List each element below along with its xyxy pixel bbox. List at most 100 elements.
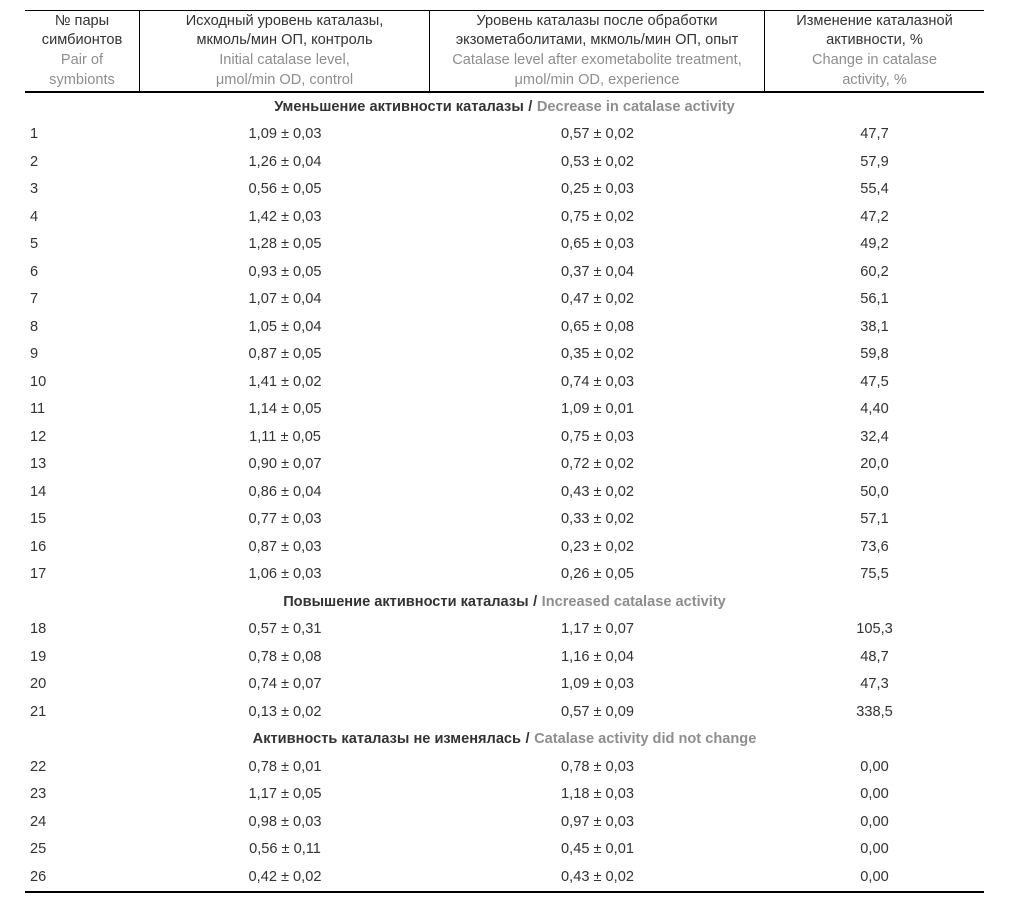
control-value-cell: 0,93 ± 0,05 bbox=[248, 263, 322, 280]
control-value-cell: 0,87 ± 0,05 bbox=[248, 346, 322, 363]
table-row: 25 0,56 ± 0,11 0,45 ± 0,01 0,00 bbox=[25, 836, 984, 864]
experiment-value-cell: 0,26 ± 0,05 bbox=[561, 566, 634, 583]
control-value-cell: 0,78 ± 0,08 bbox=[248, 648, 322, 665]
column-header-pair-number: № пары симбионтов Pair of symbionts bbox=[25, 11, 140, 91]
experiment-value-cell: 1,17 ± 0,07 bbox=[561, 621, 634, 638]
control-value-cell: 1,06 ± 0,03 bbox=[248, 566, 322, 583]
change-percent-cell: 75,5 bbox=[860, 566, 889, 583]
column-header-change-percent: Изменение каталазной активности, % Chang… bbox=[765, 11, 984, 91]
control-value-cell: 1,07 ± 0,04 bbox=[248, 291, 322, 308]
pair-number-cell: 1 bbox=[30, 126, 39, 143]
control-value-cell: 0,87 ± 0,03 bbox=[248, 538, 322, 555]
change-percent-cell: 57,1 bbox=[860, 511, 889, 528]
pair-number-cell: 22 bbox=[30, 758, 47, 775]
change-percent-cell: 47,2 bbox=[860, 208, 889, 225]
experiment-value-cell: 0,37 ± 0,04 bbox=[561, 263, 634, 280]
control-value-cell: 1,41 ± 0,02 bbox=[248, 373, 322, 390]
header-ru-line: № пары bbox=[54, 12, 110, 29]
change-percent-cell: 48,7 bbox=[860, 648, 889, 665]
change-percent-cell: 57,9 bbox=[860, 153, 889, 170]
section-header-increase: Повышение активности каталазы / Increased … bbox=[25, 588, 984, 616]
experiment-value-cell: 0,75 ± 0,02 bbox=[561, 208, 634, 225]
table-row: 19 0,78 ± 0,08 1,16 ± 0,04 48,7 bbox=[25, 643, 984, 671]
control-value-cell: 1,28 ± 0,05 bbox=[248, 236, 322, 253]
header-ru-line: активности, % bbox=[826, 32, 923, 49]
control-value-cell: 0,86 ± 0,04 bbox=[248, 483, 322, 500]
section-title-en: Increased catalase activity bbox=[541, 593, 726, 610]
change-percent-cell: 0,00 bbox=[860, 786, 889, 803]
table-row: 4 1,42 ± 0,03 0,75 ± 0,02 47,2 bbox=[25, 203, 984, 231]
change-percent-cell: 38,1 bbox=[860, 318, 889, 335]
table-row: 21 0,13 ± 0,02 0,57 ± 0,09 338,5 bbox=[25, 698, 984, 726]
change-percent-cell: 0,00 bbox=[860, 813, 889, 830]
experiment-value-cell: 1,09 ± 0,01 bbox=[561, 401, 634, 418]
pair-number-cell: 10 bbox=[30, 373, 47, 390]
pair-number-cell: 21 bbox=[30, 703, 47, 720]
change-percent-cell: 73,6 bbox=[860, 538, 889, 555]
header-ru-line: Изменение каталазной bbox=[796, 12, 953, 29]
change-percent-cell: 338,5 bbox=[856, 703, 893, 720]
section-title-en: Catalase activity did not change bbox=[534, 731, 757, 748]
table-row: 11 1,14 ± 0,05 1,09 ± 0,01 4,40 bbox=[25, 396, 984, 424]
control-value-cell: 0,74 ± 0,07 bbox=[248, 676, 322, 693]
catalase-activity-table: № пары симбионтов Pair of symbionts Исхо… bbox=[25, 10, 984, 893]
section-header-no-change: Активность каталазы не изменялась / Catala… bbox=[25, 726, 984, 754]
control-value-cell: 0,77 ± 0,03 bbox=[248, 511, 322, 528]
experiment-value-cell: 0,72 ± 0,02 bbox=[561, 456, 634, 473]
header-en-line: Pair of bbox=[60, 52, 104, 68]
experiment-value-cell: 0,75 ± 0,03 bbox=[561, 428, 634, 445]
change-percent-cell: 0,00 bbox=[860, 868, 889, 885]
table-row: 20 0,74 ± 0,07 1,09 ± 0,03 47,3 bbox=[25, 671, 984, 699]
section-title-separator: / bbox=[525, 731, 530, 748]
header-ru-line: мкмоль/мин ОП, контроль bbox=[196, 32, 373, 49]
table-row: 14 0,86 ± 0,04 0,43 ± 0,02 50,0 bbox=[25, 478, 984, 506]
control-value-cell: 1,09 ± 0,03 bbox=[248, 126, 322, 143]
experiment-value-cell: 0,43 ± 0,02 bbox=[561, 868, 634, 885]
control-value-cell: 0,57 ± 0,31 bbox=[248, 621, 322, 638]
experiment-value-cell: 1,18 ± 0,03 bbox=[561, 786, 634, 803]
experiment-value-cell: 0,65 ± 0,08 bbox=[561, 318, 634, 335]
table-row: 18 0,57 ± 0,31 1,17 ± 0,07 105,3 bbox=[25, 616, 984, 644]
change-percent-cell: 56,1 bbox=[860, 291, 889, 308]
pair-number-cell: 19 bbox=[30, 648, 47, 665]
pair-number-cell: 8 bbox=[30, 318, 39, 335]
pair-number-cell: 17 bbox=[30, 566, 47, 583]
pair-number-cell: 3 bbox=[30, 181, 39, 198]
header-ru-line: симбионтов bbox=[41, 32, 123, 49]
pair-number-cell: 24 bbox=[30, 813, 47, 830]
table-row: 2 1,26 ± 0,04 0,53 ± 0,02 57,9 bbox=[25, 148, 984, 176]
control-value-cell: 0,90 ± 0,07 bbox=[248, 456, 322, 473]
pair-number-cell: 4 bbox=[30, 208, 39, 225]
pair-number-cell: 9 bbox=[30, 346, 39, 363]
control-value-cell: 1,17 ± 0,05 bbox=[248, 786, 322, 803]
experiment-value-cell: 0,57 ± 0,02 bbox=[561, 126, 634, 143]
section-title-separator: / bbox=[533, 593, 538, 610]
change-percent-cell: 49,2 bbox=[860, 236, 889, 253]
table-row: 26 0,42 ± 0,02 0,43 ± 0,02 0,00 bbox=[25, 863, 984, 891]
change-percent-cell: 59,8 bbox=[860, 346, 889, 363]
pair-number-cell: 23 bbox=[30, 786, 47, 803]
change-percent-cell: 47,3 bbox=[860, 676, 889, 693]
table-row: 16 0,87 ± 0,03 0,23 ± 0,02 73,6 bbox=[25, 533, 984, 561]
table-row: 13 0,90 ± 0,07 0,72 ± 0,02 20,0 bbox=[25, 451, 984, 479]
header-ru-line: экзометаболитами, мкмоль/мин ОП, опыт bbox=[455, 32, 739, 49]
control-value-cell: 1,14 ± 0,05 bbox=[248, 401, 322, 418]
experiment-value-cell: 0,65 ± 0,03 bbox=[561, 236, 634, 253]
experiment-value-cell: 0,23 ± 0,02 bbox=[561, 538, 634, 555]
pair-number-cell: 14 bbox=[30, 483, 47, 500]
table-row: 7 1,07 ± 0,04 0,47 ± 0,02 56,1 bbox=[25, 286, 984, 314]
experiment-value-cell: 0,57 ± 0,09 bbox=[561, 703, 634, 720]
experiment-value-cell: 0,47 ± 0,02 bbox=[561, 291, 634, 308]
pair-number-cell: 13 bbox=[30, 456, 47, 473]
pair-number-cell: 16 bbox=[30, 538, 47, 555]
header-en-line: μmol/min OD, experience bbox=[514, 71, 680, 88]
table-row: 24 0,98 ± 0,03 0,97 ± 0,03 0,00 bbox=[25, 808, 984, 836]
control-value-cell: 0,78 ± 0,01 bbox=[248, 758, 322, 775]
experiment-value-cell: 0,43 ± 0,02 bbox=[561, 483, 634, 500]
change-percent-cell: 50,0 bbox=[860, 483, 889, 500]
experiment-value-cell: 0,33 ± 0,02 bbox=[561, 511, 634, 528]
control-value-cell: 0,56 ± 0,11 bbox=[249, 841, 321, 858]
section-title-ru: Повышение активности каталазы bbox=[283, 593, 529, 610]
table-row: 12 1,11 ± 0,05 0,75 ± 0,03 32,4 bbox=[25, 423, 984, 451]
change-percent-cell: 0,00 bbox=[860, 758, 889, 775]
